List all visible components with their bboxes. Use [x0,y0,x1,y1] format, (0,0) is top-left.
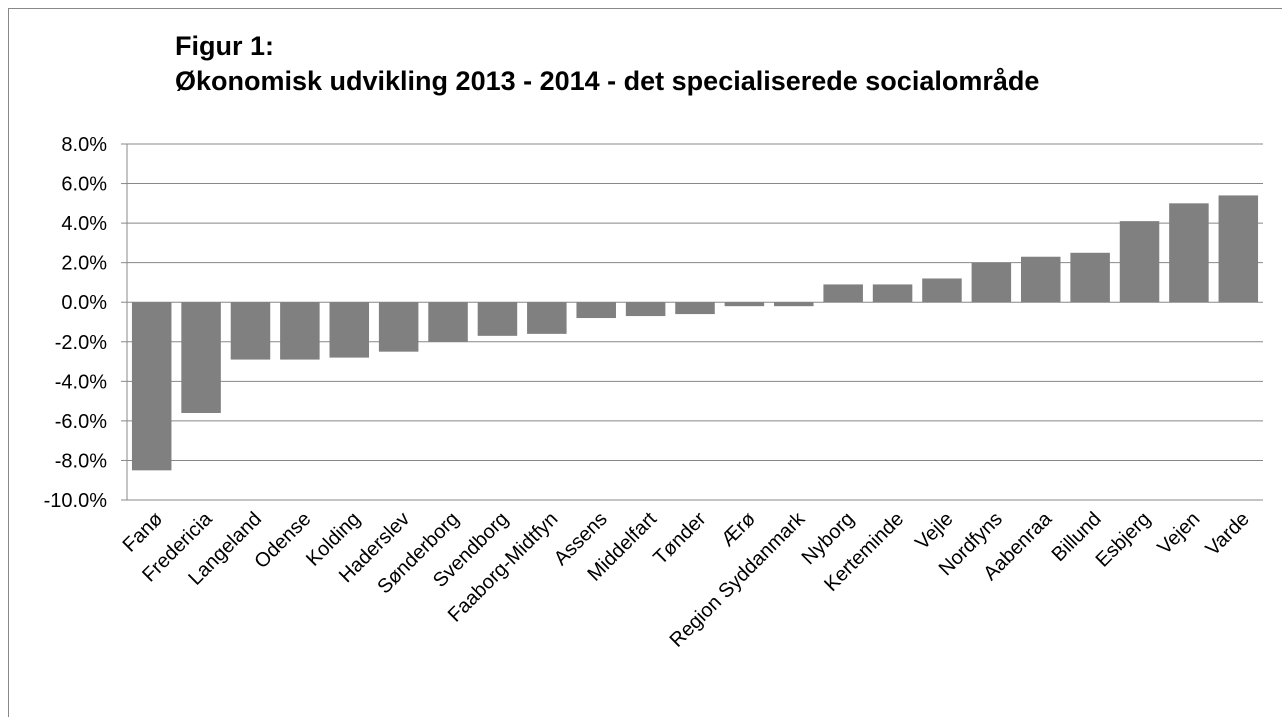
bar [131,302,172,471]
x-tick-label: Vejle [911,508,957,554]
bar [872,284,913,303]
bar [675,302,715,315]
bar [1020,256,1061,303]
bar [1070,252,1110,303]
bar [1119,221,1160,303]
y-tick-label: -10.0% [44,490,108,512]
bar [971,262,1012,303]
bar [625,302,666,317]
bar [527,302,567,334]
bar [724,302,765,307]
bar [1218,195,1259,303]
bar [428,302,468,342]
x-tick-label: Vejen [1153,508,1204,559]
y-tick-label: 0.0% [61,292,107,314]
bar [280,302,320,360]
bar [378,302,419,352]
chart-frame [8,8,1282,717]
x-tick-label: Ærø [717,508,760,551]
y-tick-label: -2.0% [55,332,107,354]
bar [329,302,370,358]
x-tick-label: Tønder [649,508,710,569]
bar [1169,203,1209,303]
chart-title: Figur 1: [175,31,274,61]
bar [181,302,221,413]
bar [922,278,962,303]
chart-subtitle: Økonomisk udvikling 2013 - 2014 - det sp… [175,66,1039,96]
y-tick-label: -6.0% [55,411,107,433]
bar [576,302,616,319]
bar [477,302,518,336]
bar [230,302,271,360]
x-tick-label: Esbjerg [1092,508,1156,572]
y-tick-label: -8.0% [55,450,107,472]
bar [774,302,814,307]
y-tick-label: 2.0% [61,253,107,275]
y-tick-label: -4.0% [55,371,107,393]
y-tick-label: 4.0% [61,213,107,235]
bar [823,284,863,303]
y-tick-label: 8.0% [61,134,107,156]
y-tick-label: 6.0% [61,174,107,196]
x-tick-label: Varde [1202,508,1254,560]
